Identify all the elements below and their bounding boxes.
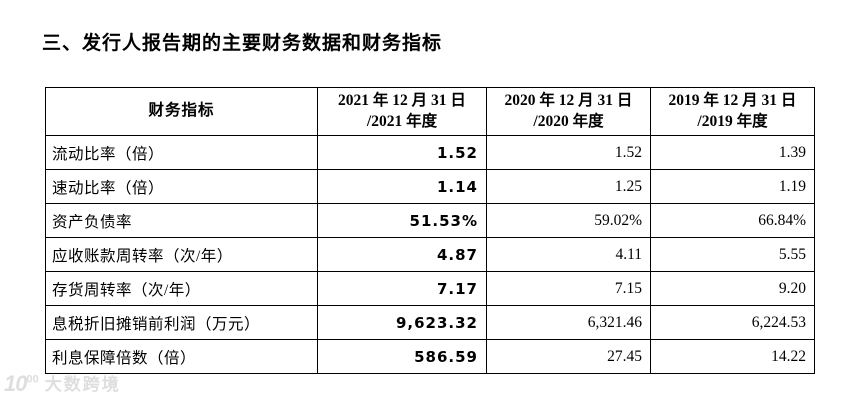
value-2020: 27.45 — [486, 339, 651, 374]
header-2020: 2020 年 12 月 31 日 /2020 年度 — [486, 87, 651, 136]
value-2020: 1.52 — [486, 135, 651, 170]
value-2019: 66.84% — [650, 203, 815, 238]
financial-indicators-table: 财务指标 2021 年 12 月 31 日 /2021 年度 2020 年 12… — [45, 87, 815, 374]
header-2019: 2019 年 12 月 31 日 /2019 年度 — [650, 87, 815, 136]
value-2020: 1.25 — [486, 169, 651, 204]
value-2019: 14.22 — [650, 339, 815, 374]
watermark-logo-icon: 1000 — [4, 371, 39, 396]
value-2019: 1.39 — [650, 135, 815, 170]
header-2020-line1: 2020 年 12 月 31 日 — [504, 91, 633, 109]
table-row: 资产负债率 51.53% 59.02% 66.84% — [45, 203, 815, 238]
table-header-row: 财务指标 2021 年 12 月 31 日 /2021 年度 2020 年 12… — [45, 87, 815, 136]
value-2020: 4.11 — [486, 237, 651, 272]
header-2019-line2: /2019 年度 — [697, 112, 768, 130]
value-2021: 51.53% — [317, 203, 487, 238]
indicator-label: 流动比率（倍） — [45, 135, 318, 170]
header-indicator: 财务指标 — [45, 87, 318, 136]
value-2021: 1.52 — [317, 135, 487, 170]
table-row: 速动比率（倍） 1.14 1.25 1.19 — [45, 169, 815, 204]
header-2021-line1: 2021 年 12 月 31 日 — [338, 91, 466, 109]
value-2021: 4.87 — [317, 237, 487, 272]
value-2019: 6,224.53 — [650, 305, 815, 340]
header-2021-line2: /2021 年度 — [366, 112, 438, 130]
value-2021: 9,623.32 — [317, 305, 487, 340]
value-2021: 7.17 — [317, 271, 487, 306]
page-title: 三、发行人报告期的主要财务数据和财务指标 — [42, 33, 443, 54]
indicator-label: 速动比率（倍） — [45, 169, 318, 204]
value-2019: 9.20 — [650, 271, 815, 306]
watermark: 1000 大数跨境 — [4, 373, 121, 395]
table-row: 应收账款周转率（次/年） 4.87 4.11 5.55 — [45, 237, 815, 272]
indicator-label: 资产负债率 — [45, 203, 318, 238]
value-2019: 5.55 — [650, 237, 815, 272]
value-2020: 6,321.46 — [486, 305, 651, 340]
watermark-text: 大数跨境 — [44, 375, 121, 395]
value-2021: 1.14 — [317, 169, 487, 204]
indicator-label: 应收账款周转率（次/年） — [45, 237, 318, 272]
table-row: 息税折旧摊销前利润（万元） 9,623.32 6,321.46 6,224.53 — [45, 305, 815, 340]
indicator-label: 存货周转率（次/年） — [45, 271, 318, 306]
header-2021: 2021 年 12 月 31 日 /2021 年度 — [317, 87, 487, 136]
table-row: 利息保障倍数（倍） 586.59 27.45 14.22 — [45, 339, 815, 374]
value-2020: 59.02% — [486, 203, 651, 238]
table-row: 存货周转率（次/年） 7.17 7.15 9.20 — [45, 271, 815, 306]
table-row: 流动比率（倍） 1.52 1.52 1.39 — [45, 135, 815, 170]
indicator-label: 息税折旧摊销前利润（万元） — [45, 305, 318, 340]
header-2019-line1: 2019 年 12 月 31 日 — [668, 91, 797, 109]
header-2020-line2: /2020 年度 — [533, 112, 604, 130]
value-2020: 7.15 — [486, 271, 651, 306]
value-2019: 1.19 — [650, 169, 815, 204]
indicator-label: 利息保障倍数（倍） — [45, 339, 318, 374]
value-2021: 586.59 — [317, 339, 487, 374]
